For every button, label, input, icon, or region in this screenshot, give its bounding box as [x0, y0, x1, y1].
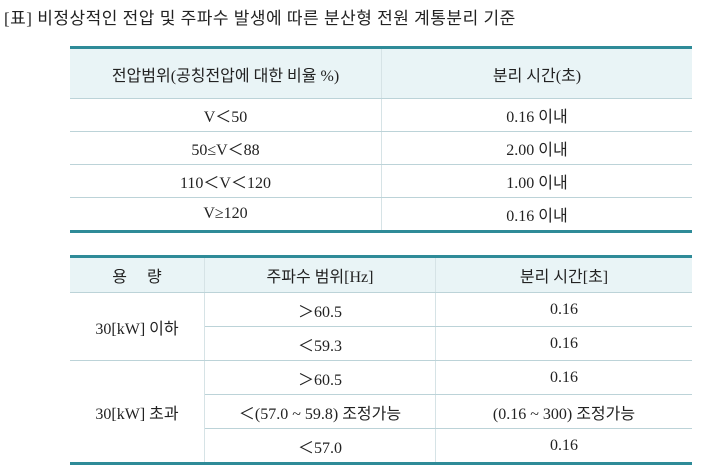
frequency-table: 용 량 주파수 범위[Hz] 분리 시간[초] 30[kW] 이하 ＞60.5 0.…: [70, 255, 692, 465]
capacity-cell: 30[kW] 초과: [70, 360, 205, 464]
cell: 1.00 이내: [381, 164, 692, 198]
header-cell: 분리 시간(초): [381, 47, 692, 99]
cell: 0.16 이내: [381, 98, 692, 132]
cell: 0.16: [435, 428, 692, 464]
header-row: 전압범위(공칭전압에 대한 비율 %) 분리 시간(초): [70, 47, 692, 99]
cell: 2.00 이내: [381, 131, 692, 165]
cell: ＜(57.0 ~ 59.8) 조정가능: [204, 394, 436, 429]
row: V＜50 0.16 이내: [70, 98, 692, 132]
row: ＜57.0 0.16: [70, 428, 692, 464]
row: 110＜V＜120 1.00 이내: [70, 164, 692, 198]
header-cell: 전압범위(공칭전압에 대한 비율 %): [70, 47, 382, 99]
header-cell: 용 량: [70, 256, 205, 293]
cell: V＜50: [70, 98, 382, 132]
header-cell: 분리 시간[초]: [435, 256, 692, 293]
voltage-table: 전압범위(공칭전압에 대한 비율 %) 분리 시간(초) V＜50 0.16 이내…: [70, 46, 692, 233]
cell: 0.16: [435, 326, 692, 361]
cell: ＞60.5: [204, 292, 436, 327]
cell: (0.16 ~ 300) 조정가능: [435, 394, 692, 429]
cell: 110＜V＜120: [70, 164, 382, 198]
cell: ＞60.5: [204, 360, 436, 395]
cell: ＜57.0: [204, 428, 436, 464]
header-row: 용 량 주파수 범위[Hz] 분리 시간[초]: [70, 256, 692, 293]
row: 30[kW] 초과 ＞60.5 0.16: [70, 360, 692, 464]
cell: ＜59.3: [204, 326, 436, 361]
capacity-cell: 30[kW] 이하: [70, 292, 205, 361]
row: 30[kW] 이하 ＞60.5 0.16: [70, 292, 692, 361]
cell: V≥120: [70, 197, 382, 232]
cell: 0.16: [435, 360, 692, 395]
cell: 0.16: [435, 292, 692, 327]
row: ＜(57.0 ~ 59.8) 조정가능 (0.16 ~ 300) 조정가능: [70, 394, 692, 429]
row: V≥120 0.16 이내: [70, 197, 692, 232]
cell: 50≤V＜88: [70, 131, 382, 165]
cell: 0.16 이내: [381, 197, 692, 232]
row: 50≤V＜88 2.00 이내: [70, 131, 692, 165]
row: ＜59.3 0.16: [70, 326, 692, 361]
doc-title: [표] 비정상적인 전압 및 주파수 발생에 따른 분산형 전원 계통분리 기준: [4, 9, 516, 28]
header-cell: 주파수 범위[Hz]: [204, 256, 436, 293]
